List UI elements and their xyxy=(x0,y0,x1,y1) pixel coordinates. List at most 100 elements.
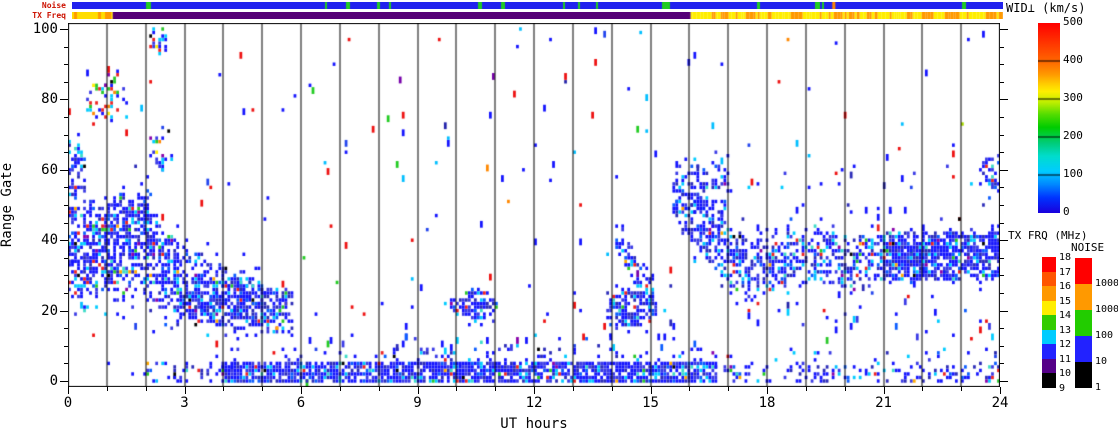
y-tick-label: 20 xyxy=(41,302,58,319)
y-minor-tick xyxy=(1000,117,1004,118)
x-tick-label: 18 xyxy=(758,395,776,411)
txfrq-segment xyxy=(1042,344,1056,359)
noise-colorbar-title: NOISE xyxy=(1071,241,1105,254)
txfrq-tick-label: 16 xyxy=(1059,281,1072,293)
y-minor-tick xyxy=(1000,46,1004,48)
x-tick-label: 3 xyxy=(180,395,189,411)
noise-tick-label: 10 xyxy=(1095,356,1108,367)
txfrq-segment xyxy=(1042,300,1056,316)
y-minor-tick xyxy=(64,363,68,365)
x-minor-tick xyxy=(106,387,108,391)
txfrq-tick-label: 17 xyxy=(1059,266,1072,278)
x-tick xyxy=(68,387,69,394)
txfrq-segment xyxy=(1042,358,1056,374)
y-tick xyxy=(1000,240,1008,242)
y-tick-label: 80 xyxy=(41,91,58,108)
y-minor-tick xyxy=(1000,205,1004,206)
y-minor-tick xyxy=(1000,257,1004,259)
y-minor-tick xyxy=(64,134,68,136)
noise-segment xyxy=(1075,258,1092,284)
x-minor-tick xyxy=(611,387,613,391)
txfrq-tick-label: 10 xyxy=(1059,368,1072,380)
y-minor-tick xyxy=(64,345,68,347)
y-minor-tick xyxy=(1000,275,1004,277)
x-minor-tick xyxy=(456,387,458,391)
y-minor-tick xyxy=(64,257,68,259)
wid-tick-label: 100 xyxy=(1063,167,1083,180)
txfrq-segment xyxy=(1042,257,1056,272)
y-minor-tick xyxy=(1000,134,1004,136)
y-minor-tick xyxy=(64,187,68,189)
y-minor-tick xyxy=(1000,293,1004,294)
noise-tick-label: 10000 xyxy=(1095,278,1118,289)
x-minor-tick xyxy=(844,387,846,391)
y-minor-tick xyxy=(64,328,68,330)
y-minor-tick xyxy=(1000,81,1004,83)
y-tick xyxy=(1000,29,1008,30)
y-tick-label: 40 xyxy=(41,232,58,249)
y-tick xyxy=(60,381,68,382)
y-minor-tick xyxy=(1000,345,1004,347)
x-tick xyxy=(650,387,652,394)
x-minor-tick xyxy=(339,387,341,391)
x-tick-label: 6 xyxy=(296,395,306,411)
x-tick xyxy=(417,387,419,394)
txfrq-segment xyxy=(1042,329,1056,345)
x-tick xyxy=(534,387,535,394)
range-time-plot-canvas xyxy=(68,23,1000,387)
x-tick xyxy=(883,387,885,394)
noise-segment xyxy=(1075,336,1092,362)
y-tick xyxy=(60,99,68,101)
x-minor-tick xyxy=(689,387,691,391)
x-minor-tick xyxy=(145,387,147,391)
y-tick-label: 100 xyxy=(32,21,58,37)
y-minor-tick xyxy=(64,152,68,154)
txfrq-segment xyxy=(1042,271,1056,287)
wid-tick-label: 500 xyxy=(1063,15,1083,28)
x-minor-tick xyxy=(495,387,497,391)
noise-tick-label: 100 xyxy=(1095,330,1114,341)
y-tick xyxy=(1000,99,1008,101)
y-minor-tick xyxy=(64,81,68,83)
txfreq-strip xyxy=(72,12,1003,19)
txfrq-tick-label: 15 xyxy=(1059,295,1072,307)
y-minor-tick xyxy=(64,222,68,224)
noise-segment xyxy=(1075,310,1092,336)
y-tick xyxy=(60,169,68,171)
x-tick-label: 24 xyxy=(991,395,1009,411)
noise-strip-label: Noise xyxy=(41,1,66,10)
noise-strip xyxy=(72,2,1003,9)
y-tick xyxy=(1000,310,1008,312)
x-tick xyxy=(1000,387,1001,394)
y-minor-tick xyxy=(1000,222,1004,224)
y-minor-tick xyxy=(1000,187,1004,189)
y-minor-tick xyxy=(64,64,68,66)
x-minor-tick xyxy=(223,387,225,391)
y-minor-tick xyxy=(1000,363,1004,365)
x-tick xyxy=(184,387,186,394)
y-minor-tick xyxy=(1000,64,1004,66)
x-minor-tick xyxy=(262,387,264,391)
x-tick-label: 9 xyxy=(413,395,422,411)
txfrq-tick-label: 11 xyxy=(1059,353,1072,365)
noise-colorbar xyxy=(1075,258,1092,388)
wid-colorbar-title: WID⊥ (km/s) xyxy=(1006,1,1086,15)
wid-tick-label: 400 xyxy=(1063,53,1083,66)
x-tick-label: 0 xyxy=(63,395,73,411)
txfrq-colorbar-title: TX FRQ (MHz) xyxy=(1008,229,1088,242)
x-minor-tick xyxy=(922,387,924,391)
y-minor-tick xyxy=(64,46,68,48)
wid-tick-label: 200 xyxy=(1063,129,1083,142)
x-tick-label: 12 xyxy=(525,395,543,411)
x-minor-tick xyxy=(961,387,963,391)
txfrq-segment xyxy=(1042,286,1056,301)
txfrq-tick-label: 9 xyxy=(1059,383,1066,394)
x-minor-tick xyxy=(805,387,807,391)
x-minor-tick xyxy=(572,387,574,391)
y-tick xyxy=(1000,381,1008,382)
y-tick xyxy=(60,29,68,30)
x-tick-label: 15 xyxy=(642,395,659,411)
noise-tick-label: 1000 xyxy=(1095,304,1118,315)
x-minor-tick xyxy=(728,387,730,391)
